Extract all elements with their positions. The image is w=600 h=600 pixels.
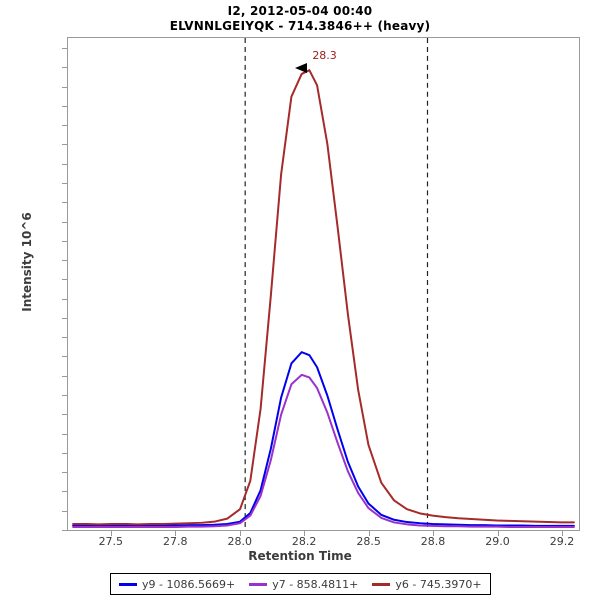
y-axis-tick-mark	[62, 221, 67, 223]
x-axis-tick-label: 27.8	[163, 535, 188, 548]
x-axis-tick-label: 27.5	[98, 535, 124, 548]
chart-title-line-2: ELVNNLGEIYQK - 714.3846++ (heavy)	[169, 19, 431, 33]
y-axis-tick-mark	[62, 375, 67, 377]
y-axis-tick-mark	[62, 395, 67, 397]
y-axis-tick-mark	[62, 67, 67, 69]
legend-color-swatch	[249, 582, 268, 586]
trace-line	[72, 69, 575, 526]
x-axis-tick-label: 28.5	[356, 535, 381, 548]
legend: y9 - 1086.5669+ y7 - 858.4811+ y6 - 745.39…	[110, 573, 491, 595]
y-axis-tick-mark	[62, 356, 67, 358]
y-axis-tick-mark	[62, 105, 67, 107]
x-axis-tick-label: 28.0	[227, 535, 252, 548]
plot-traces	[72, 38, 575, 530]
y-axis-tick-mark	[62, 491, 67, 493]
y-axis-tick-mark	[62, 202, 67, 204]
y-axis-tick-mark	[62, 414, 67, 416]
x-axis-tick-mark	[239, 531, 241, 536]
y-axis-tick-mark	[62, 260, 67, 262]
x-axis-tick-mark	[110, 531, 112, 536]
x-axis-tick-mark	[175, 531, 177, 536]
peak-apex-marker-icon	[295, 63, 308, 74]
chart-title-line-1: I2, 2012-05-04 00:40	[227, 4, 373, 18]
y-axis-tick-mark	[62, 510, 67, 512]
y-axis-label: Intensity 10^6	[20, 212, 34, 312]
y-axis-tick-mark	[62, 317, 67, 319]
x-axis-tick-mark	[433, 531, 435, 536]
legend-color-swatch	[372, 582, 391, 586]
x-axis-tick-label: 28.8	[420, 535, 446, 548]
x-axis-tick-label: 29.0	[485, 535, 510, 548]
y-axis-tick-mark	[62, 530, 67, 531]
y-axis-tick-mark	[62, 86, 67, 88]
y-axis-tick-mark	[62, 337, 67, 339]
legend-item-label: y7 - 858.4811+	[272, 577, 359, 591]
y-axis-tick-mark	[62, 48, 67, 49]
x-axis-tick-label: 29.2	[549, 535, 575, 548]
x-axis-tick-mark	[304, 531, 306, 536]
peak-apex-annotation: 28.3	[312, 49, 337, 62]
legend-color-swatch	[119, 582, 137, 586]
x-axis-label: Retention Time	[248, 549, 352, 563]
y-axis-tick-mark	[62, 452, 67, 454]
peak-apex-label: 28.3	[312, 49, 337, 63]
trace-line	[72, 351, 575, 527]
legend-item[interactable]: y7 - 858.4811+	[249, 578, 358, 591]
chart-title: I2, 2012-05-04 00:40 ELVNNLGEIYQK - 714.…	[0, 4, 600, 34]
legend-item-label: y6 - 745.3970+	[395, 577, 482, 591]
legend-item-label: y9 - 1086.5669+	[142, 577, 236, 591]
y-axis-tick-mark	[62, 240, 67, 242]
y-axis-tick-mark	[62, 433, 67, 435]
trace-line	[72, 373, 575, 528]
y-axis-tick-mark	[62, 125, 67, 127]
left-triangle-icon	[295, 63, 308, 74]
y-axis-tick-mark	[62, 298, 67, 300]
y-axis-tick-mark	[62, 144, 67, 146]
y-axis-tick-mark	[62, 163, 67, 165]
x-axis-tick-mark	[368, 531, 370, 536]
y-axis-tick-mark	[62, 472, 67, 474]
y-axis-tick-mark	[62, 182, 67, 184]
x-axis-tick-label: 28.2	[291, 535, 317, 548]
plot-area	[67, 37, 580, 531]
x-axis-tick-mark	[497, 531, 499, 536]
legend-item[interactable]: y6 - 745.3970+	[372, 577, 482, 591]
y-axis-tick-mark	[62, 279, 67, 281]
legend-item[interactable]: y9 - 1086.5669+	[119, 578, 235, 591]
x-axis-tick-mark	[561, 531, 563, 536]
